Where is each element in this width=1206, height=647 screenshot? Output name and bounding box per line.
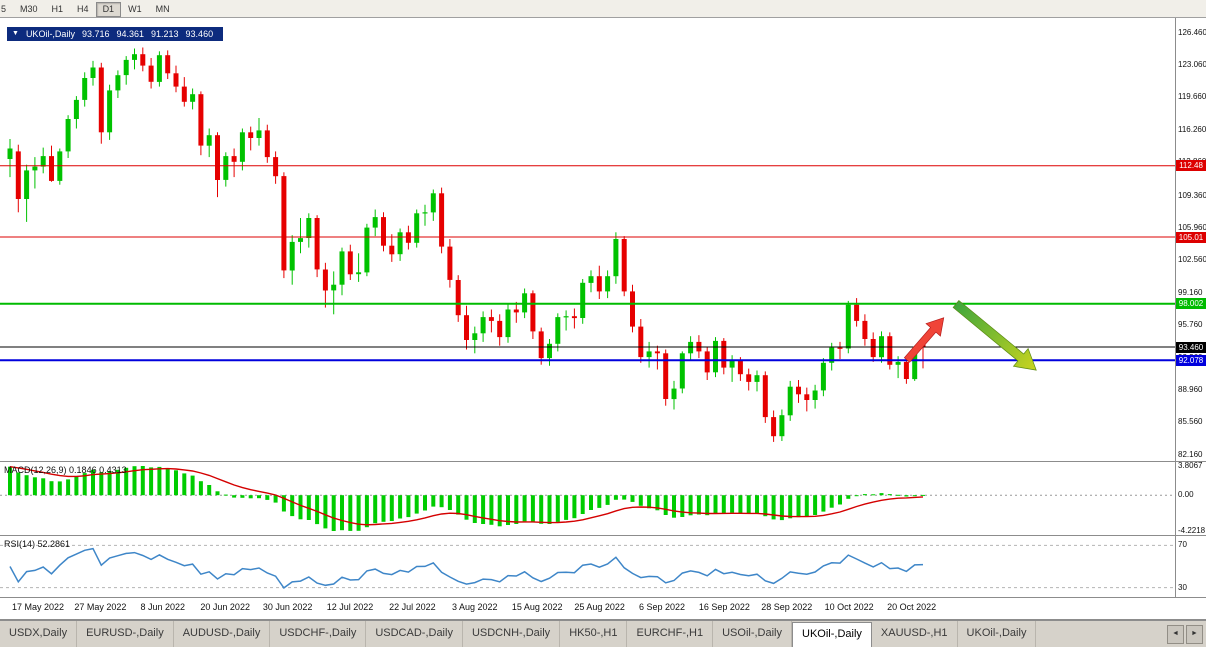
date-label: 30 Jun 2022	[262, 602, 313, 612]
price-line-label-112.48: 112.48	[1176, 160, 1206, 172]
price-tick: 88.960	[1178, 384, 1203, 394]
ohlc-high: 94.361	[116, 29, 145, 39]
price-tick: 99.160	[1178, 287, 1203, 297]
time-axis[interactable]: 17 May 2022 27 May 2022 8 Jun 2022 20 Jun 2…	[0, 598, 1206, 619]
chart-window-title: ▼ UKOil-,Daily 93.716 94.361 91.213 93.4…	[7, 27, 224, 41]
symbol-tab-USDCHF-,Daily[interactable]: USDCHF-,Daily	[270, 621, 367, 647]
price-tick: 119.660	[1178, 92, 1206, 102]
macd-main-value: 0.1846	[69, 465, 97, 475]
macd-indicator-panel[interactable]	[0, 462, 1175, 535]
price-line-label-93.460: 93.460	[1176, 341, 1206, 353]
symbol-tab-XAUUSD-,H1[interactable]: XAUUSD-,H1	[872, 621, 958, 647]
date-label: 12 Jul 2022	[326, 602, 374, 612]
macd-signal-line	[9, 466, 924, 526]
ohlc-open: 93.716	[81, 29, 110, 39]
price-tick: 85.560	[1178, 417, 1203, 427]
price-line-label-92.078: 92.078	[1176, 354, 1206, 366]
rsi-name: RSI(14)	[4, 539, 36, 549]
tab-scroll-right-button[interactable]: ►	[1186, 625, 1203, 644]
symbol-tab-AUDUSD-,Daily[interactable]: AUDUSD-,Daily	[174, 621, 271, 647]
rsi-indicator-label: RSI(14) 52.2861	[4, 539, 70, 549]
macd-axis-label: -4.2218	[1178, 526, 1206, 535]
macd-axis-label: 3.8067	[1178, 461, 1203, 470]
tab-scroll-buttons: ◄ ►	[1167, 621, 1206, 647]
period-button-H1[interactable]: H1	[51, 3, 64, 14]
symbol-tab-UKOil-,Daily[interactable]: UKOil-,Daily	[958, 621, 1037, 647]
symbol-tab-USDX,Daily[interactable]: USDX,Daily	[0, 621, 78, 647]
panel-separator[interactable]	[0, 535, 1206, 536]
period-button-M30[interactable]: M30	[20, 3, 38, 14]
period-button-W1[interactable]: W1	[128, 3, 142, 14]
panel-separator[interactable]	[0, 461, 1206, 462]
date-label: 10 Oct 2022	[824, 602, 874, 612]
date-label: 25 Aug 2022	[574, 602, 625, 612]
date-label: 22 Jul 2022	[389, 602, 436, 612]
price-tick: 123.060	[1178, 60, 1206, 70]
symbol-tab-USDCNH-,Daily[interactable]: USDCNH-,Daily	[463, 621, 561, 647]
price-tick: 109.360	[1178, 190, 1206, 200]
panel-separator[interactable]	[0, 597, 1206, 598]
date-label: 6 Sep 2022	[638, 602, 686, 612]
macd-axis-label: 0.00	[1178, 490, 1194, 500]
price-axis[interactable]: 126.460123.060119.660116.260112.860109.3…	[1175, 18, 1206, 598]
price-line-label-98.002: 98.002	[1176, 298, 1206, 310]
rsi-level-label: 70	[1178, 540, 1187, 550]
symbol-tab-EURUSD-,Daily[interactable]: EURUSD-,Daily	[77, 621, 174, 647]
rsi-level-label: 30	[1178, 582, 1187, 592]
price-tick: 95.760	[1178, 320, 1203, 330]
symbol-tab-USOil-,Daily[interactable]: USOil-,Daily	[713, 621, 793, 647]
timeframe-toolbar: 5 M30 H1 H4 D1 W1 MN	[0, 0, 1206, 18]
date-label: 17 May 2022	[11, 602, 65, 612]
date-label: 20 Oct 2022	[887, 602, 937, 612]
candlesticks	[7, 47, 926, 442]
date-label: 15 Aug 2022	[511, 602, 563, 612]
tab-scroll-left-button[interactable]: ◄	[1167, 625, 1184, 644]
rsi-value: 52.2861	[37, 539, 71, 549]
rsi-line	[9, 547, 924, 589]
up-arrow-annotation[interactable]	[900, 312, 951, 367]
period-button-D1[interactable]: D1	[95, 1, 122, 17]
symbol-tab-USDCAD-,Daily[interactable]: USDCAD-,Daily	[366, 621, 463, 647]
main-price-chart[interactable]	[0, 18, 1175, 461]
ohlc-low: 91.213	[151, 29, 179, 39]
macd-indicator-label: MACD(12,26,9) 0.1846 0.4313	[4, 465, 127, 475]
rsi-indicator-panel[interactable]	[0, 536, 1175, 597]
date-label: 27 May 2022	[74, 602, 127, 612]
chart-symbol-period: UKOil-,Daily	[25, 29, 75, 39]
price-tick: 102.560	[1178, 255, 1206, 265]
one-click-collapse-icon[interactable]: ▼	[12, 30, 19, 37]
symbol-tab-UKOil-,Daily[interactable]: UKOil-,Daily	[792, 622, 872, 647]
down-arrow-annotation[interactable]	[949, 295, 1044, 379]
ohlc-close: 93.460	[185, 29, 214, 39]
macd-histogram	[8, 466, 925, 531]
date-label: 16 Sep 2022	[698, 602, 750, 612]
period-button-MN[interactable]: MN	[155, 3, 170, 14]
period-button-5[interactable]: 5	[1, 3, 7, 14]
price-tick: 126.460	[1178, 27, 1206, 37]
date-label: 20 Jun 2022	[200, 602, 250, 612]
period-button-H4[interactable]: H4	[77, 3, 89, 14]
chart-tab-bar: USDX,Daily EURUSD-,Daily AUDUSD-,Daily USDC…	[0, 620, 1206, 647]
symbol-tab-EURCHF-,H1[interactable]: EURCHF-,H1	[627, 621, 714, 647]
price-tick: 82.160	[1178, 449, 1203, 459]
date-label: 3 Aug 2022	[452, 602, 498, 612]
panel-separator	[0, 619, 1206, 620]
macd-name: MACD(12,26,9)	[4, 465, 67, 475]
symbol-tab-HK50-,H1[interactable]: HK50-,H1	[560, 621, 628, 647]
price-tick: 105.960	[1178, 223, 1206, 232]
date-label: 28 Sep 2022	[761, 602, 813, 612]
macd-signal-value: 0.4313	[99, 465, 127, 475]
price-line-label-105.01: 105.01	[1176, 231, 1206, 243]
price-tick: 116.260	[1178, 124, 1206, 134]
date-label: 8 Jun 2022	[140, 602, 186, 612]
